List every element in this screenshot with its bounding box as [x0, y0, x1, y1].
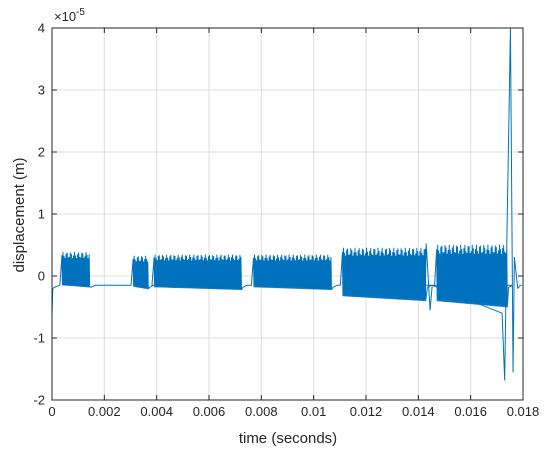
- y-axis-label: displacement (m): [11, 157, 28, 272]
- ticks: [51, 27, 524, 401]
- x-tick-label: 0.01: [301, 404, 326, 419]
- y-tick-labels: -2 -1 0 1 2 3 4: [33, 21, 45, 408]
- x-tick-label: 0.018: [507, 404, 540, 419]
- y-tick-label: 4: [38, 21, 45, 36]
- y-tick-label: -1: [33, 331, 45, 346]
- y-tick-label: 2: [38, 145, 45, 160]
- y-tick-label: -2: [33, 393, 45, 408]
- x-tick-label: 0.006: [193, 404, 226, 419]
- x-axis-label: time (seconds): [239, 430, 337, 447]
- x-tick-label: 0.002: [88, 404, 121, 419]
- y-tick-label: 3: [38, 83, 45, 98]
- y-exponent-label: ×10-5: [54, 7, 85, 24]
- x-tick-label: 0.008: [245, 404, 278, 419]
- x-tick-label: 0.004: [140, 404, 173, 419]
- x-tick-label: 0.016: [454, 404, 487, 419]
- y-tick-label: 1: [38, 207, 45, 222]
- x-tick-labels: 0 0.002 0.004 0.006 0.008 0.01 0.012 0.014 0.016…: [48, 404, 539, 419]
- y-tick-label: 0: [38, 269, 45, 284]
- x-tick-label: 0.014: [402, 404, 435, 419]
- x-tick-label: 0.012: [350, 404, 383, 419]
- series-line: [51, 27, 522, 381]
- x-tick-label: 0: [48, 404, 55, 419]
